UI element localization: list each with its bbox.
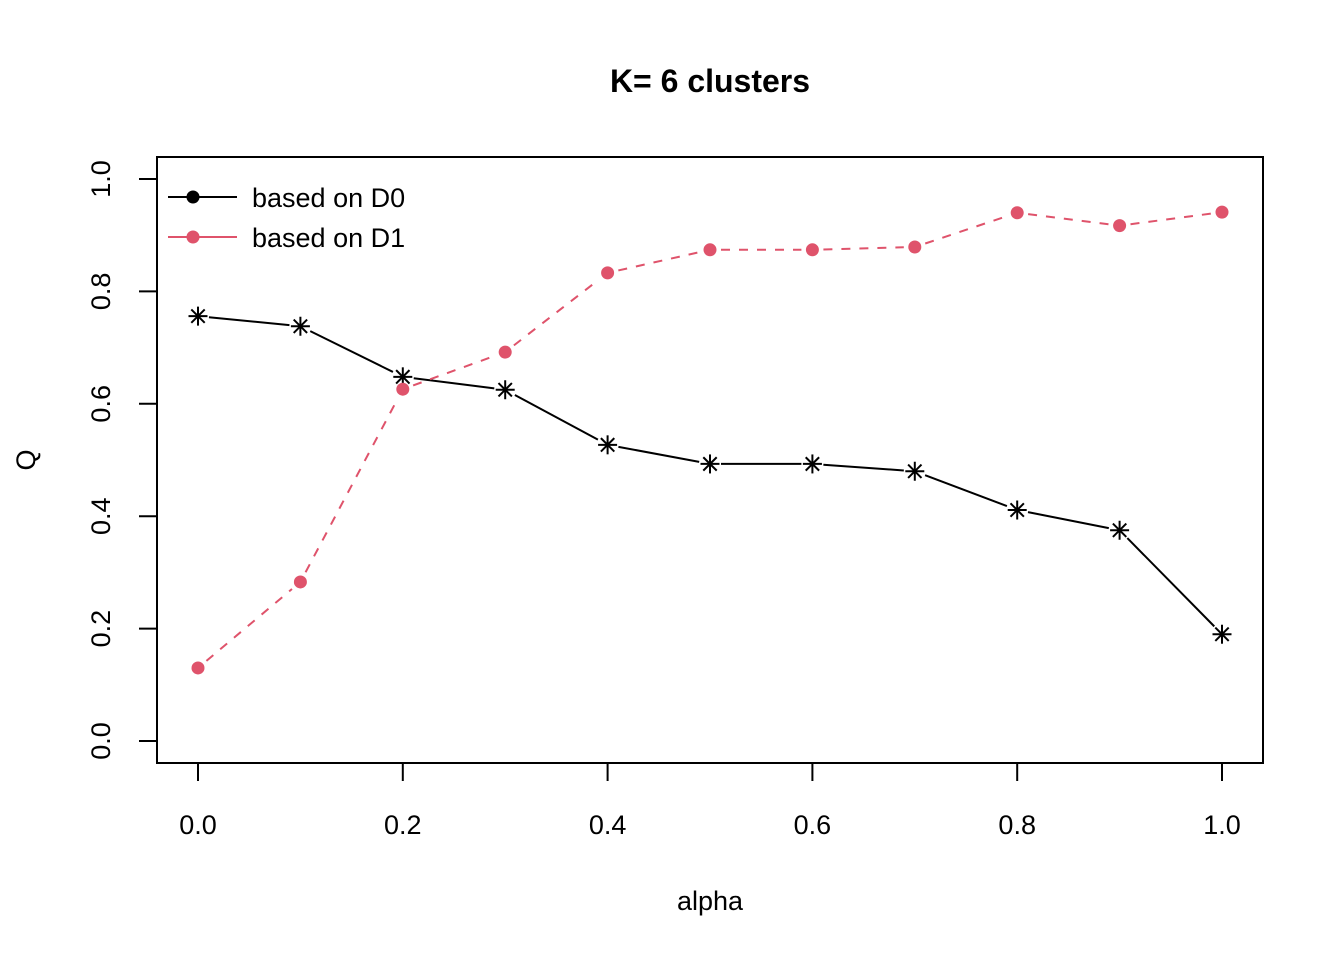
legend: based on D0 based on D1 [168,183,405,253]
data-point-asterisk [1110,520,1130,540]
legend-label: based on D0 [252,183,405,213]
series-line-segment [412,354,496,387]
data-point [1215,205,1229,219]
data-point [1113,219,1127,233]
data-point [293,575,307,589]
x-axis: 0.0 0.2 0.4 0.6 0.8 1.0 [179,762,1241,840]
series-line-segment [304,398,399,573]
legend-marker [186,190,200,204]
data-point-asterisk [1212,624,1232,644]
series-line-segment [205,588,293,662]
data-point-asterisk [802,454,822,474]
data-point [1010,206,1024,220]
legend-label: based on D1 [252,223,405,253]
series-line-segment [618,445,700,463]
data-point-asterisk [905,461,925,481]
legend-marker [186,230,200,244]
legend-item: based on D1 [168,223,405,253]
data-point [191,661,205,675]
x-tick-label: 0.4 [589,810,627,840]
data-point [908,240,922,254]
series-line-segment [618,251,700,272]
x-tick-label: 1.0 [1203,810,1241,840]
data-point-asterisk [700,454,720,474]
series-line-segment [1126,537,1215,628]
y-axis: 0.0 0.2 0.4 0.6 0.8 1.0 [86,160,158,760]
series-line-segment [208,316,290,327]
series-2 [191,205,1229,675]
series-line-segment [1130,212,1212,226]
x-tick-label: 0.8 [998,810,1036,840]
y-tick-label: 0.2 [86,610,116,648]
series-line-segment [514,394,599,441]
y-tick-label: 1.0 [86,160,116,198]
data-point-asterisk [495,380,515,400]
data-point [498,345,512,359]
series-line-segment [924,474,1008,508]
series-line-segment [413,377,495,390]
x-tick-label: 0.2 [384,810,422,840]
series-1 [188,306,1232,644]
data-point-asterisk [188,306,208,326]
series-line-segment [823,246,904,251]
data-point-asterisk [598,435,618,455]
series-line-segment [924,215,1008,245]
series-line-segment [513,278,600,347]
series-line-segment [309,330,394,373]
x-tick-label: 0.0 [179,810,217,840]
series-layer [188,205,1232,675]
legend-item: based on D0 [168,183,405,213]
data-point [703,243,717,257]
y-tick-label: 0.4 [86,497,116,535]
x-axis-label: alpha [677,886,744,916]
y-tick-label: 0.8 [86,273,116,311]
series-line-segment [1027,511,1110,530]
data-point [805,243,819,257]
chart-title: K= 6 clusters [610,63,810,99]
data-point-asterisk [1007,500,1027,520]
y-tick-label: 0.0 [86,722,116,760]
y-tick-label: 0.6 [86,385,116,423]
x-tick-label: 0.6 [794,810,832,840]
series-line-segment [823,463,904,472]
series-line-segment [1027,213,1109,226]
y-axis-label: Q [11,449,41,470]
data-point [396,382,410,396]
data-point [601,266,615,280]
data-point-asterisk [290,316,310,336]
